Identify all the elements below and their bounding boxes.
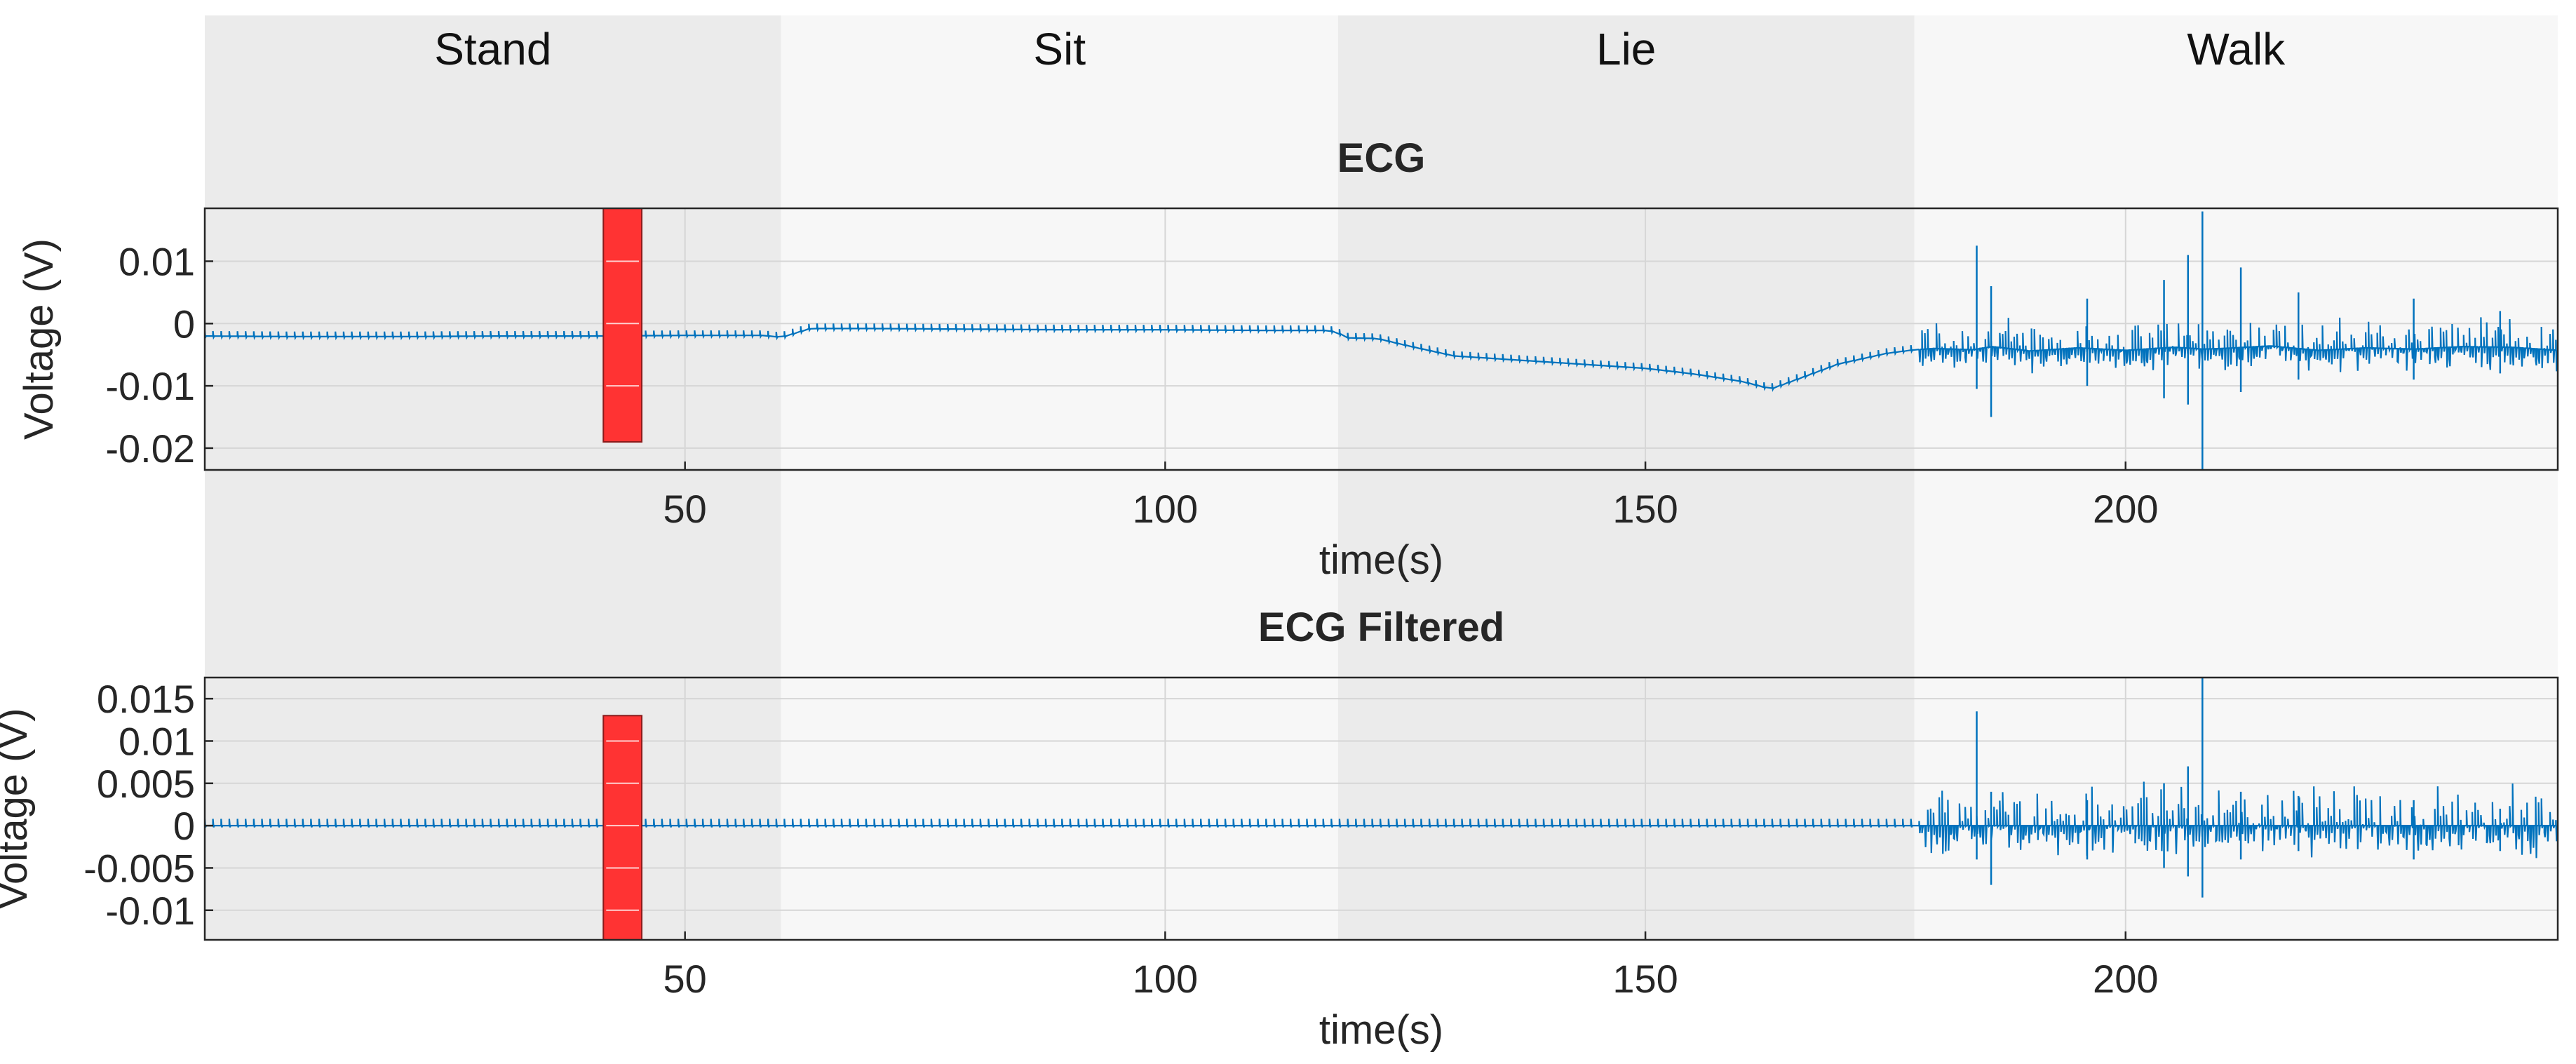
phase-label-lie: Lie <box>1596 24 1656 74</box>
axes-box <box>203 676 2559 941</box>
y-tick-label: -0.005 <box>83 846 195 890</box>
phase-label-sit: Sit <box>1033 24 1086 74</box>
x-tick-label: 200 <box>2093 957 2158 1001</box>
signal-group <box>205 211 2558 470</box>
y-axis-label: Voltage (V) <box>0 708 36 910</box>
y-tick-label: 0 <box>173 302 195 346</box>
highlight-marker <box>602 715 643 941</box>
axes-box <box>203 207 2559 471</box>
signal-group <box>205 678 2558 898</box>
x-tick-label: 100 <box>1133 487 1198 531</box>
x-tick-label: 150 <box>1612 957 1678 1001</box>
y-axis-label: Voltage (V) <box>16 238 62 440</box>
x-tick-label: 50 <box>663 957 707 1001</box>
y-tick-label: -0.01 <box>105 889 195 933</box>
signal-line <box>205 781 2558 858</box>
y-tick-label: 0.005 <box>97 762 195 806</box>
y-tick-label: -0.01 <box>105 364 195 408</box>
panel-ecg: ECG 50 100 150 200 0.01 0 -0.01 -0.02 time(s) Volt… <box>16 135 2559 583</box>
x-tick-label: 50 <box>663 487 707 531</box>
phase-band-lie <box>1337 15 1915 940</box>
phase-band-walk <box>1914 15 2558 940</box>
phase-band-sit <box>781 15 1338 940</box>
y-tick-label: -0.02 <box>105 426 195 471</box>
x-tick-label: 150 <box>1612 487 1678 531</box>
x-axis-label: time(s) <box>1319 1007 1443 1053</box>
y-tick-label: 0.01 <box>119 719 195 763</box>
x-axis-label: time(s) <box>1319 537 1443 583</box>
phase-label-stand: Stand <box>434 24 551 74</box>
x-tick-label: 100 <box>1133 957 1198 1001</box>
highlight-marker <box>602 208 643 443</box>
y-tick-label: 0.01 <box>119 239 195 283</box>
x-tick-label: 200 <box>2093 487 2158 531</box>
phase-label-walk: Walk <box>2187 24 2286 74</box>
signal-line <box>205 317 2558 392</box>
phase-band-stand <box>205 15 781 940</box>
y-tick-label: 0.015 <box>97 677 195 721</box>
y-tick-label: 0 <box>173 804 195 848</box>
panel-title: ECG <box>1337 135 1426 181</box>
panel-title: ECG Filtered <box>1258 605 1504 650</box>
